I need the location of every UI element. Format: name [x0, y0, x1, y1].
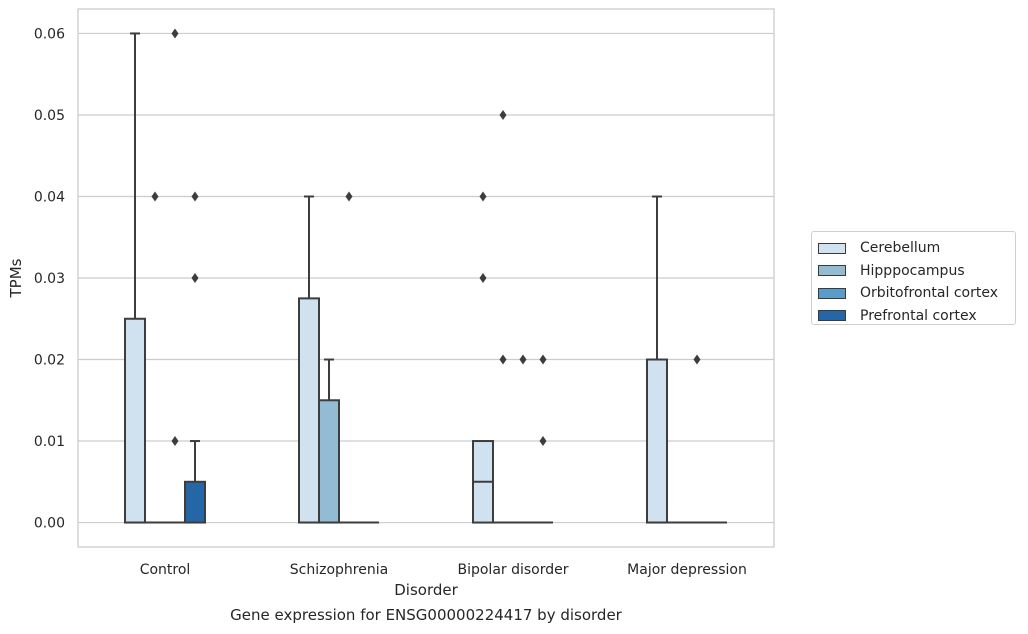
outlier-point — [693, 354, 701, 365]
box-body — [298, 297, 320, 524]
box — [318, 358, 340, 524]
y-tick-label: 0.00 — [34, 516, 65, 532]
y-axis-label: TPMs — [7, 258, 25, 298]
legend-item: Prefrontal cortex — [818, 305, 1015, 328]
x-tick-label: Bipolar disorder — [457, 562, 568, 578]
box — [687, 354, 707, 524]
box — [124, 32, 146, 524]
x-axis-label: Disorder — [394, 581, 458, 599]
legend-label: Prefrontal cortex — [860, 307, 977, 324]
y-tick-label: 0.06 — [34, 26, 65, 42]
box-body — [124, 317, 146, 524]
outlier-point — [171, 436, 179, 447]
box — [646, 195, 668, 524]
outlier-point — [519, 354, 527, 365]
outlier-point — [479, 191, 487, 202]
legend-swatch — [818, 242, 846, 254]
y-tick-label: 0.03 — [34, 271, 65, 287]
box-body — [318, 399, 340, 524]
box-body — [646, 358, 668, 524]
y-tick-label: 0.02 — [34, 353, 65, 369]
boxes-layer — [124, 28, 727, 524]
outlier-point — [171, 28, 179, 39]
chart-caption: Gene expression for ENSG00000224417 by d… — [230, 606, 622, 624]
box — [513, 354, 533, 524]
outlier-point — [539, 354, 547, 365]
legend-swatch — [818, 310, 846, 322]
legend-label: Hipppocampus — [860, 262, 965, 279]
box — [298, 195, 320, 524]
box-body — [184, 480, 206, 524]
box — [339, 191, 359, 524]
box — [145, 191, 165, 524]
box — [533, 354, 553, 524]
legend-item: Hipppocampus — [818, 260, 1015, 283]
x-tick-label: Schizophrenia — [290, 562, 388, 578]
outlier-point — [499, 109, 507, 120]
legend-swatch — [818, 265, 846, 277]
legend-label: Orbitofrontal cortex — [860, 285, 998, 302]
legend-item: Cerebellum — [818, 237, 1015, 260]
y-tick-label: 0.05 — [34, 108, 65, 124]
outlier-point — [345, 191, 353, 202]
box — [493, 109, 513, 524]
outlier-point — [479, 273, 487, 283]
legend-item: Orbitofrontal cortex — [818, 282, 1015, 305]
x-tick-label: Major depression — [627, 562, 747, 578]
y-tick-labels: 0.00 0.01 0.02 0.03 0.04 0.05 0.06 — [34, 26, 65, 531]
box — [184, 191, 206, 524]
legend-label: Cerebellum — [860, 240, 941, 257]
outlier-point — [499, 354, 507, 365]
outlier-point — [151, 191, 159, 202]
y-tick-label: 0.01 — [34, 434, 65, 450]
chart-legend: Cerebellum Hipppocampus Orbitofrontal co… — [811, 231, 1016, 325]
outlier-point — [539, 436, 547, 447]
x-tick-label: Control — [140, 562, 191, 578]
box — [472, 191, 494, 524]
box — [165, 28, 185, 524]
outlier-point — [191, 273, 199, 283]
legend-swatch — [818, 287, 846, 299]
y-tick-label: 0.04 — [34, 189, 65, 205]
x-tick-labels: Control Schizophrenia Bipolar disorder Majo… — [140, 562, 747, 578]
outlier-point — [191, 191, 199, 202]
